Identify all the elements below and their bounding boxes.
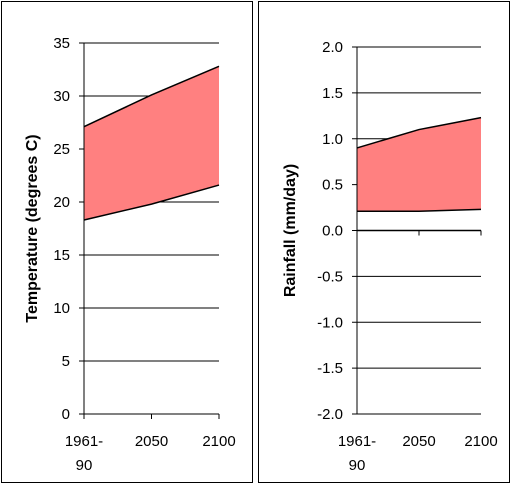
rainfall-lower-line [357,208,482,212]
temperature-range-band [84,66,219,221]
temperature-y-tick-label: 15 [53,247,70,264]
rainfall-upper-line [356,116,482,149]
rainfall-y-tick-label: -1.5 [317,360,343,377]
temperature-chart: 0 5 10 15 20 25 30 35 1961- 90 2050 2100 Temperature… [24,35,236,474]
temperature-y-tick-label: 20 [53,194,70,211]
rainfall-y-tick-label: 2.0 [322,39,343,56]
rainfall-y-tick-label: -1.0 [317,314,343,331]
rainfall-x-tick-label: 2050 [402,433,435,450]
temperature-x-tick-label: 2050 [135,433,168,450]
rainfall-x-tick-label: 1961- [338,433,376,450]
temperature-x-tick-label: 1961- [65,433,103,450]
temperature-x-tick-label: 2100 [202,433,235,450]
rainfall-x-tick-label: 90 [349,457,366,474]
rainfall-range-band [357,117,481,212]
rainfall-y-tick-label: 0.5 [322,177,343,194]
temperature-axis-title: Temperature (degrees C) [24,134,41,322]
temperature-upper-line [83,65,220,128]
rainfall-y-tick-label: -2.0 [317,406,343,423]
temperature-y-tick-label: 5 [62,353,70,370]
rainfall-chart: -2.0 -1.5 -1.0 -0.5 0.0 0.5 1.0 1.5 2.0 1961- 90 20… [282,39,498,474]
temperature-chart-panel: 0 5 10 15 20 25 30 35 1961- 90 2050 2100 Temperature… [1,1,253,483]
rainfall-y-tick-label: 0.0 [322,223,343,240]
temperature-x-tick-label: 90 [76,457,93,474]
rainfall-y-tick-label: -0.5 [317,268,343,285]
temperature-y-tick-label: 0 [62,406,70,423]
temperature-y-tick-label: 35 [53,35,70,52]
rainfall-x-tick-label: 2100 [464,433,497,450]
temperature-lower-line [83,184,220,221]
temperature-y-tick-label: 10 [53,300,70,317]
rainfall-chart-panel: -2.0 -1.5 -1.0 -0.5 0.0 0.5 1.0 1.5 2.0 1961- 90 20… [258,1,510,483]
rainfall-axis-title: Rainfall (mm/day) [282,164,299,297]
rainfall-y-tick-label: 1.5 [322,85,343,102]
rainfall-y-tick-label: 1.0 [322,131,343,148]
temperature-y-tick-label: 30 [53,88,70,105]
temperature-y-tick-label: 25 [53,141,70,158]
